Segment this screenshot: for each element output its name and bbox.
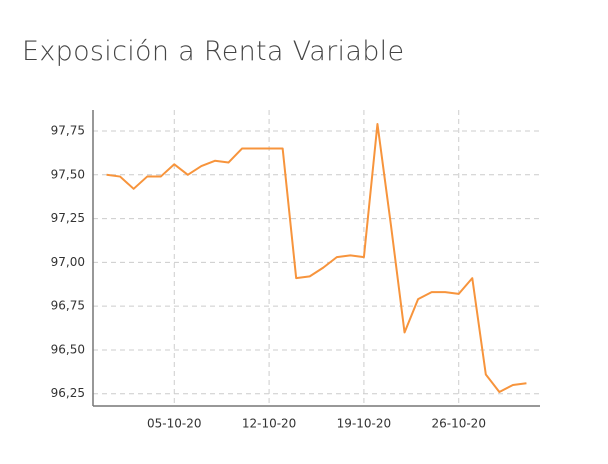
y-tick-label: 97,00	[51, 255, 85, 269]
y-tick-label: 97,50	[51, 167, 85, 181]
y-tick-label: 97,25	[51, 211, 85, 225]
x-tick-label: 05-10-20	[147, 417, 201, 431]
y-tick-label: 97,75	[51, 124, 85, 138]
x-tick-label: 12-10-20	[242, 417, 296, 431]
line-series	[106, 123, 527, 393]
x-tick-label: 26-10-20	[431, 417, 485, 431]
chart-title: Exposición a Renta Variable	[22, 36, 404, 67]
y-tick-label: 96,25	[51, 386, 85, 400]
y-tick-label: 96,50	[51, 342, 85, 356]
y-tick-label: 96,75	[51, 299, 85, 313]
x-tick-label: 19-10-20	[337, 417, 391, 431]
